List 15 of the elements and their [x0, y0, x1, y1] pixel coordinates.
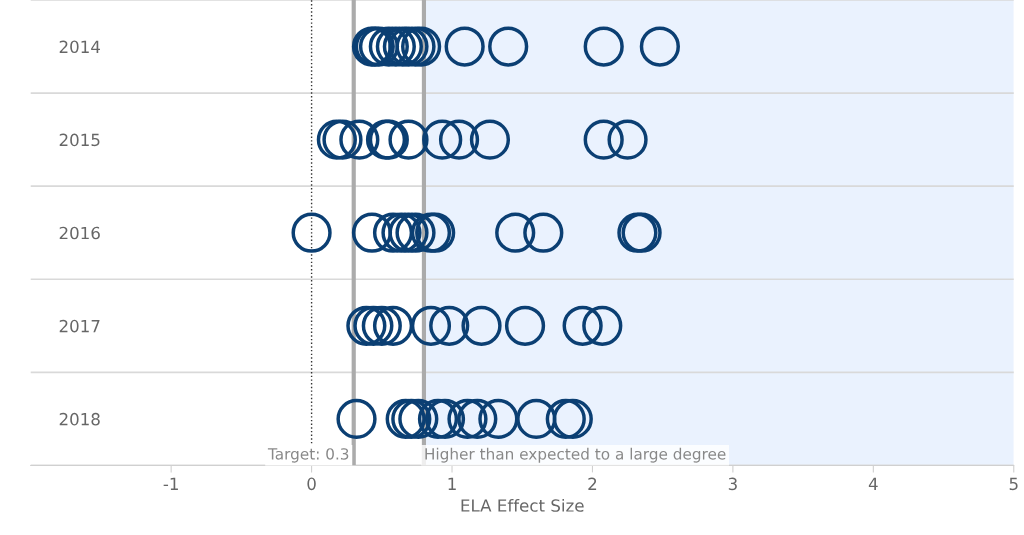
x-tick-label: -1: [163, 477, 178, 490]
y-tick-label: 2014: [59, 40, 100, 54]
y-tick-label: 2017: [59, 319, 100, 333]
y-tick-label: 2018: [59, 412, 100, 426]
x-tick-label: 1: [448, 477, 456, 490]
x-tick-label: 5: [1009, 477, 1018, 491]
x-tick-label: 2: [588, 477, 597, 490]
band-label: Higher than expected to a large degree: [425, 447, 726, 463]
x-tick-label: 3: [728, 477, 737, 491]
y-tick-label: 2015: [59, 133, 100, 147]
x-tick-label: 4: [868, 477, 878, 490]
x-axis-title: ELA Effect Size: [461, 498, 584, 512]
y-tick-label: 2016: [59, 226, 100, 240]
ref-line-label: Target: 0.3: [267, 448, 349, 463]
x-tick-label: 0: [307, 477, 316, 491]
